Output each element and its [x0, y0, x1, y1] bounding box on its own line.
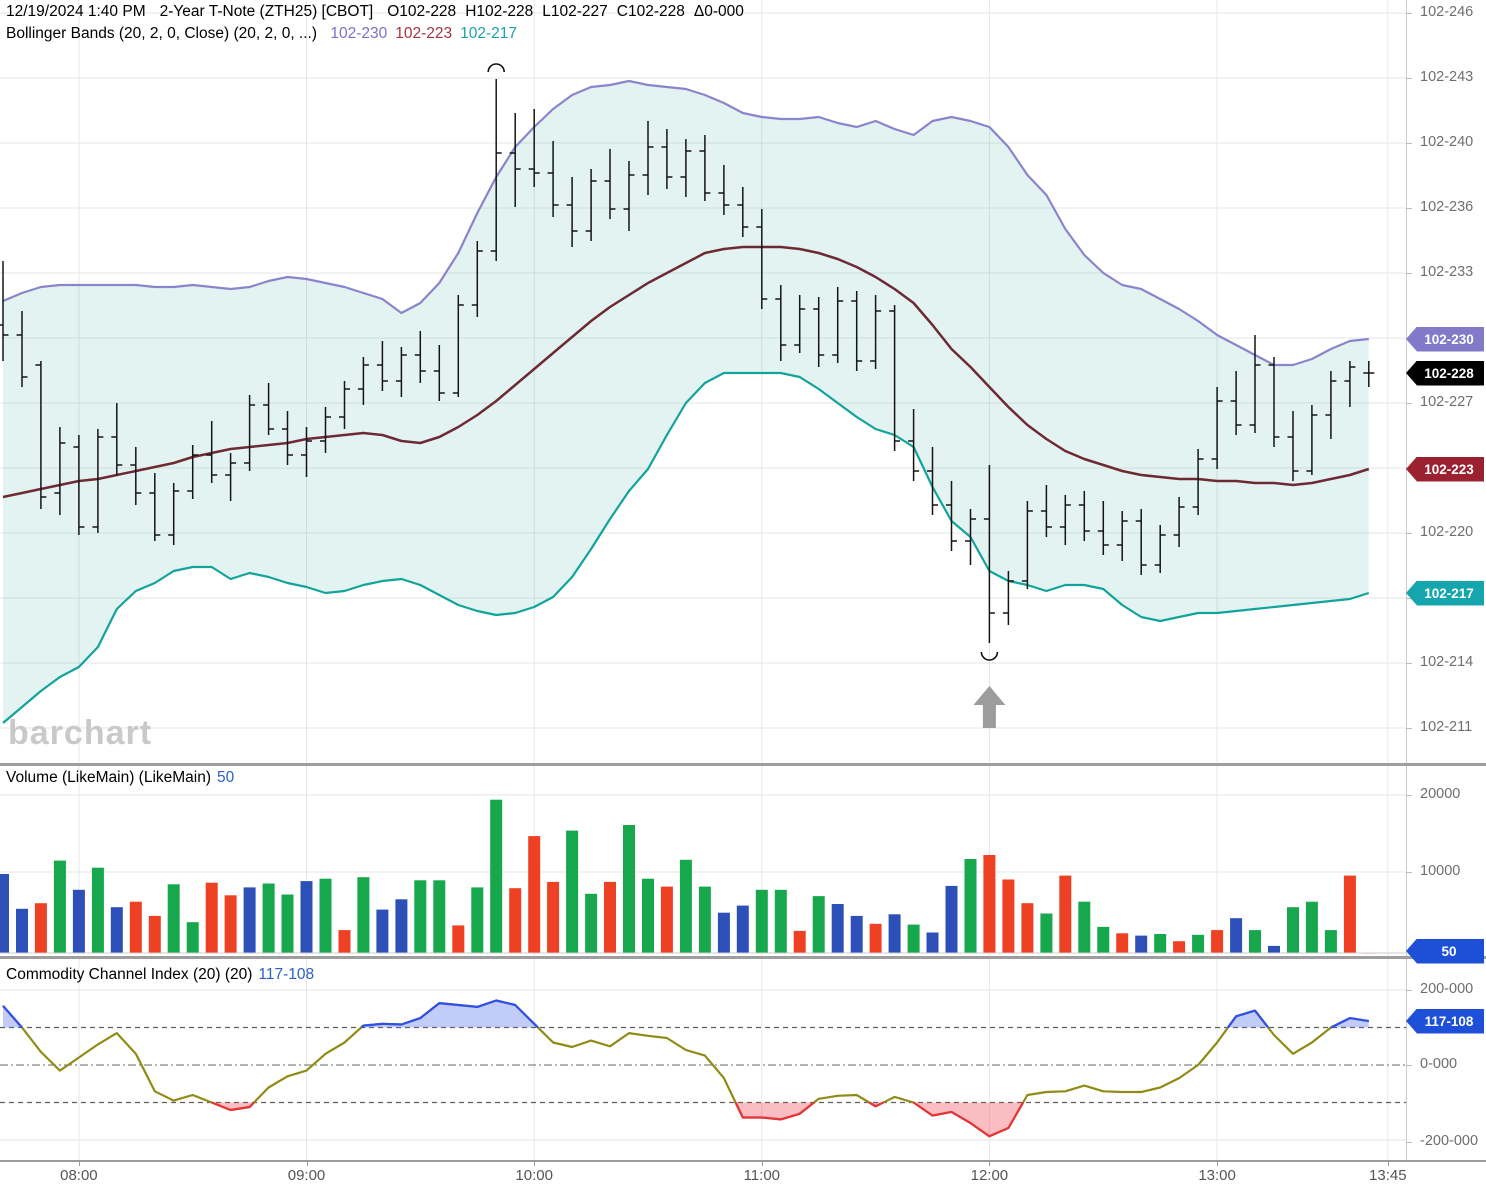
cci-header[interactable]: Commodity Channel Index (20) (20) 117-108 [6, 966, 314, 984]
time-tick [306, 1160, 308, 1166]
time-label: 12:00 [970, 1167, 1009, 1184]
bollinger-mid-badge: 102-223 [1406, 456, 1484, 482]
axis-tick [1406, 273, 1412, 274]
bollinger-header[interactable]: Bollinger Bands (20, 2, 0, Close) (20, 2… [6, 25, 517, 43]
time-label: 13:45 [1369, 1167, 1407, 1184]
price-chart-panel[interactable] [0, 0, 1406, 763]
axis-label: 102-246 [1420, 4, 1474, 20]
quote-change: Δ0-000 [693, 3, 744, 20]
volume-badge: 50 [1406, 938, 1484, 964]
time-tick [761, 1160, 763, 1166]
time-label: 08:00 [60, 1167, 98, 1184]
price-volume-separator[interactable] [0, 763, 1486, 766]
time-tick [1387, 1160, 1389, 1166]
axis-tick [1406, 1142, 1412, 1143]
axis-tick [1406, 598, 1412, 599]
axis-label: 10000 [1420, 863, 1461, 879]
last-price-badge: 102-228 [1406, 360, 1484, 386]
quote-datetime: 12/19/2024 1:40 PM [6, 3, 146, 20]
axis-tick [1406, 663, 1412, 664]
axis-tick [1406, 1065, 1412, 1066]
time-tick [989, 1160, 991, 1166]
volume-header[interactable]: Volume (LikeMain) (LikeMain) 50 [6, 769, 234, 787]
time-label: 09:00 [287, 1167, 326, 1184]
bollinger-upper-badge: 102-230 [1406, 326, 1484, 352]
axis-tick [1406, 143, 1412, 144]
axis-label: -200-000 [1420, 1133, 1479, 1149]
time-label: 10:00 [515, 1167, 553, 1184]
bollinger-label: Bollinger Bands (20, 2, 0, Close) (20, 2… [6, 25, 318, 42]
quote-open: O102-228 [387, 3, 457, 20]
axis-tick [1406, 872, 1412, 873]
axis-label: 20000 [1420, 786, 1461, 802]
bollinger-lower-value: 102-217 [460, 25, 517, 42]
time-axis [0, 1160, 1486, 1191]
bollinger-upper-value: 102-230 [330, 25, 388, 42]
price-axis[interactable] [1406, 0, 1486, 1160]
quote-header: 12/19/2024 1:40 PM 2-Year T-Note (ZTH25) … [6, 3, 753, 21]
volume-label: Volume (LikeMain) (LikeMain) [6, 769, 212, 786]
axis-tick [1406, 78, 1412, 79]
time-tick [534, 1160, 536, 1166]
axis-label: 102-243 [1420, 69, 1474, 85]
axis-tick [1406, 403, 1412, 404]
axis-tick [1406, 13, 1412, 14]
cci-chart-panel[interactable] [0, 959, 1406, 1160]
axis-label: 102-220 [1420, 524, 1474, 540]
axis-tick [1406, 533, 1412, 534]
volume-chart-panel[interactable] [0, 766, 1406, 956]
barchart-logo: barchart [8, 714, 153, 752]
axis-label: 102-211 [1420, 719, 1473, 735]
quote-low: L102-227 [542, 3, 608, 20]
axis-label: 102-236 [1420, 199, 1474, 215]
axis-label: 102-233 [1420, 264, 1474, 280]
axis-tick [1406, 990, 1412, 991]
symbol-title: 2-Year T-Note (ZTH25) [CBOT] [159, 3, 374, 20]
volume-cci-separator[interactable] [0, 956, 1486, 959]
axis-label: 102-214 [1420, 654, 1474, 670]
time-label: 11:00 [743, 1167, 781, 1184]
cci-badge: 117-108 [1406, 1008, 1484, 1034]
axis-label: 200-000 [1420, 981, 1474, 997]
volume-value: 50 [217, 769, 235, 786]
bollinger-mid-value: 102-223 [395, 25, 453, 42]
quote-close: C102-228 [616, 3, 685, 20]
axis-label: 0-000 [1420, 1056, 1458, 1072]
axis-label: 102-227 [1420, 394, 1474, 410]
bollinger-lower-badge: 102-217 [1406, 580, 1484, 606]
cci-label: Commodity Channel Index (20) (20) [6, 966, 253, 983]
axis-tick [1406, 728, 1412, 729]
time-label: 13:00 [1198, 1167, 1236, 1184]
axis-tick [1406, 208, 1412, 209]
axis-label: 102-240 [1420, 134, 1474, 150]
cci-value: 117-108 [258, 966, 315, 983]
time-tick [78, 1160, 80, 1166]
axis-tick [1406, 795, 1412, 796]
quote-high: H102-228 [465, 3, 534, 20]
time-tick [1217, 1160, 1219, 1166]
